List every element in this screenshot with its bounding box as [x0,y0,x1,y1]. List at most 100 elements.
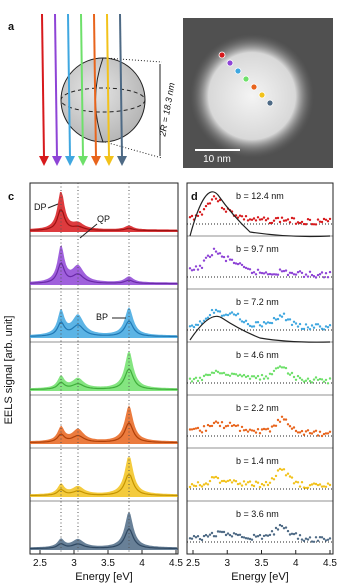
signal-point [258,432,262,435]
spectrum-line [30,368,177,390]
signal-point [234,314,238,317]
signal-point [202,483,206,486]
signal-point [192,377,196,381]
signal-point [280,216,284,219]
signal-point [190,428,194,431]
signal-point [258,533,262,537]
signal-point [214,535,218,538]
signal-point [210,198,214,201]
signal-point [308,328,312,331]
signal-point [326,482,330,485]
signal-point [260,537,264,540]
signal-point [226,479,230,483]
signal-point [208,202,212,205]
signal-point [300,429,304,433]
signal-point [240,263,244,267]
x-tick-label: 2.5 [33,558,47,569]
panel-c: 2.5 3 3.5 4 4.5 DP QP BP [29,182,183,569]
signal-point [210,476,214,479]
signal-point [220,372,224,375]
signal-point [244,266,248,270]
signal-point [312,275,316,278]
signal-point [294,273,298,276]
signal-point [228,533,232,537]
signal-point [300,378,304,381]
signal-point [196,379,200,383]
signal-point [232,479,236,482]
beam [41,13,45,159]
signal-point [306,377,310,380]
signal-point [222,426,226,430]
signal-point [274,424,278,427]
signal-point [264,322,268,325]
panel-b: 10 nm [183,18,333,168]
signal-point [250,218,254,221]
signal-point [276,317,280,321]
signal-point [248,537,252,541]
signal-point [198,376,202,379]
signal-point [320,220,324,224]
x-tick-label: 3.5 [255,558,269,569]
signal-point [284,474,288,477]
signal-point [312,482,316,485]
beam-head [91,156,101,166]
beam-head [117,156,127,166]
impact-parameter: b = 7.2 nm [236,297,279,307]
signal-point [272,533,276,536]
signal-point [264,271,268,274]
signal-point [288,533,292,536]
signal-point [310,381,314,384]
signal-point [206,202,210,205]
signal-point [286,218,290,221]
signal-point [232,532,236,535]
signal-point [302,539,306,542]
signal-point [314,376,318,379]
signal-point [256,321,260,324]
signal-point [188,216,192,219]
x-tick-label: 3 [71,558,77,569]
signal-point [214,197,218,200]
signal-point [232,424,236,427]
fit [189,315,331,343]
signal-point [216,476,220,480]
signal-point [262,272,266,275]
signal-point [280,315,284,318]
signal-point [226,373,230,377]
signal-point [214,420,218,423]
signal-point [228,479,232,482]
impact-parameter: b = 4.6 nm [236,350,279,360]
signal-point [212,535,216,538]
spectrum-area [30,307,178,338]
signal-point [228,312,232,315]
signal-point [246,219,250,222]
signal-point [252,325,256,328]
panel-label: a [8,21,15,33]
signal-point [274,217,278,220]
signal-point [324,432,328,435]
signal-point [264,375,268,378]
signal-point [190,214,194,218]
signal-point [236,262,240,266]
impact-parameter: b = 9.7 nm [236,244,279,254]
signal-point [318,536,322,539]
signal-point [206,373,210,377]
signal-point [204,373,208,376]
spectrum-line [30,527,177,550]
signal-point [214,250,218,253]
signal-point [202,259,206,262]
signal-point [264,428,268,431]
signal-point [300,271,304,275]
signal-point [252,484,256,488]
signal-point [314,482,318,486]
signal-point [260,428,264,431]
signal-point [316,539,320,542]
signal-point [216,200,220,203]
signal-point [324,272,328,275]
signal-point [326,326,330,329]
signal-point [212,371,216,375]
signal-point [252,217,256,220]
signal-point [212,311,216,314]
signal-point [216,530,220,533]
signal-point [270,530,274,533]
